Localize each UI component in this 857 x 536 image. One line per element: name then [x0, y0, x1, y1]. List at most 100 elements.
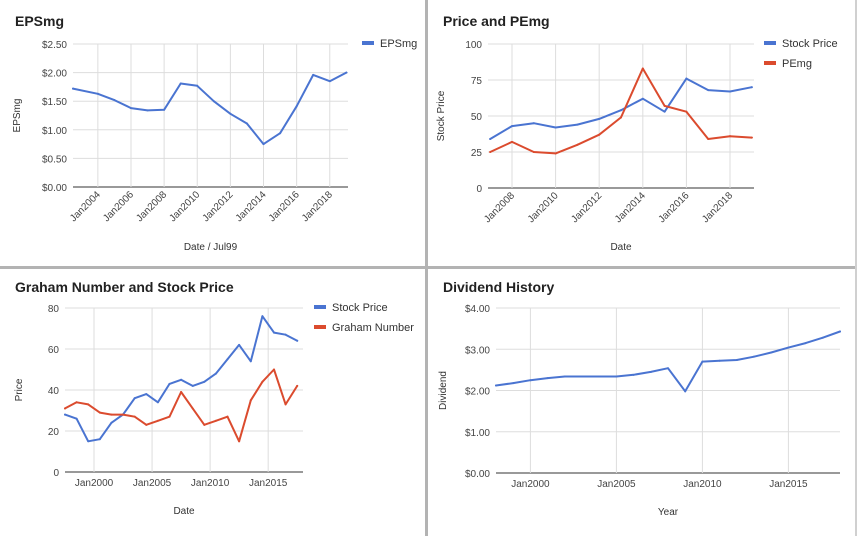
legend-label: PEmg	[782, 58, 812, 70]
legend-swatch	[314, 305, 326, 309]
data-point	[821, 336, 824, 339]
data-point	[707, 138, 710, 141]
right-edge-line	[855, 0, 857, 536]
data-point	[191, 407, 194, 410]
data-point	[576, 123, 579, 126]
y-axis-label: Price	[14, 378, 25, 401]
data-point	[156, 419, 159, 422]
data-point	[312, 73, 315, 76]
data-point	[180, 378, 183, 381]
data-point	[203, 380, 206, 383]
data-point	[753, 355, 755, 358]
data-point	[96, 92, 99, 95]
data-point	[245, 122, 248, 125]
data-point	[685, 110, 688, 113]
y-tick-label: 100	[465, 40, 482, 51]
data-point	[770, 351, 773, 354]
eps-chart: EPSmg $0.00 $0.50 $1.00 $1.50 $2.00 $2.50 Jan20…	[12, 13, 417, 253]
x-tick-label: Jan2014	[234, 189, 269, 224]
y-tick-label: $1.00	[465, 428, 490, 439]
data-point	[510, 140, 513, 143]
data-point	[729, 135, 732, 138]
data-point	[64, 407, 66, 410]
data-point	[787, 346, 790, 349]
series-line-epsmg	[72, 71, 348, 146]
data-point	[529, 379, 532, 382]
x-tick-label: Jan2000	[75, 478, 114, 489]
data-point	[261, 380, 264, 383]
data-point	[168, 382, 171, 385]
data-point	[261, 315, 264, 318]
graham-chart-panel: Graham Number and Stock Price 0 20 40 60 80 Ja…	[0, 269, 425, 536]
data-point	[122, 413, 125, 416]
data-point	[87, 403, 90, 406]
data-point	[707, 89, 710, 92]
x-tick-label: Jan2016	[657, 190, 692, 225]
x-tick-label: Jan2014	[613, 190, 648, 225]
dividend-chart-panel: Dividend History $0.00 $1.00 $2.00 $3.00 $4.0…	[428, 269, 857, 536]
y-tick-label: 20	[48, 427, 60, 438]
data-point	[249, 399, 252, 402]
price-pe-chart-panel: Price and PEmg 0 25 50 75 100 Jan2008 Jan2010 Ja…	[428, 0, 857, 266]
y-tick-label: 50	[471, 112, 483, 123]
data-point	[129, 107, 132, 110]
y-tick-label: $0.00	[465, 469, 490, 480]
data-point	[163, 108, 166, 111]
data-point	[156, 401, 159, 404]
data-point	[180, 391, 183, 394]
series-line-stock-price	[64, 315, 299, 443]
data-point	[279, 132, 282, 135]
data-point	[718, 359, 721, 362]
data-point	[598, 375, 601, 378]
data-point	[641, 67, 644, 70]
data-point	[532, 151, 535, 153]
x-tick-label: Jan2012	[201, 189, 236, 224]
y-tick-label: 75	[471, 76, 483, 87]
data-point	[168, 415, 171, 418]
data-point	[113, 99, 116, 102]
y-tick-label: $1.00	[42, 126, 67, 137]
data-point	[532, 122, 535, 125]
data-point	[663, 110, 666, 113]
x-axis-label: Date / Jul99	[184, 242, 238, 253]
y-tick-label: $2.00	[465, 387, 490, 398]
y-tick-label: $0.50	[42, 154, 67, 165]
data-point	[510, 125, 513, 128]
x-tick-label: Jan2000	[511, 479, 550, 490]
data-point	[145, 393, 148, 396]
data-point	[203, 423, 206, 426]
data-point	[684, 390, 687, 393]
y-tick-label: 80	[48, 304, 60, 315]
y-tick-label: $2.50	[42, 40, 67, 51]
data-point	[581, 375, 583, 378]
data-point	[284, 403, 287, 406]
y-tick-label: $3.00	[465, 345, 490, 356]
data-point	[133, 415, 136, 418]
y-tick-label: $4.00	[465, 304, 490, 315]
data-point	[262, 143, 265, 146]
y-tick-label: 40	[48, 386, 60, 397]
x-tick-label: Jan2015	[769, 479, 808, 490]
y-axis-label: Stock Price	[436, 90, 447, 141]
legend-label: Stock Price	[332, 302, 388, 314]
data-point	[598, 133, 601, 136]
x-tick-label: Jan2012	[569, 190, 604, 225]
legend-label: Stock Price	[782, 38, 838, 50]
data-point	[839, 330, 841, 333]
data-point	[214, 372, 217, 375]
data-point	[238, 343, 241, 346]
data-point	[554, 126, 557, 129]
data-point	[620, 116, 622, 119]
data-point	[212, 100, 215, 103]
data-point	[495, 384, 497, 387]
data-point	[729, 90, 732, 93]
x-tick-label: Jan2018	[700, 190, 735, 225]
data-point	[272, 331, 275, 334]
data-point	[179, 82, 182, 85]
data-point	[238, 440, 241, 443]
data-point	[554, 152, 557, 155]
data-point	[620, 109, 622, 112]
legend-label: EPSmg	[380, 38, 417, 50]
chart-title: EPSmg	[15, 13, 64, 29]
data-point	[667, 367, 669, 370]
